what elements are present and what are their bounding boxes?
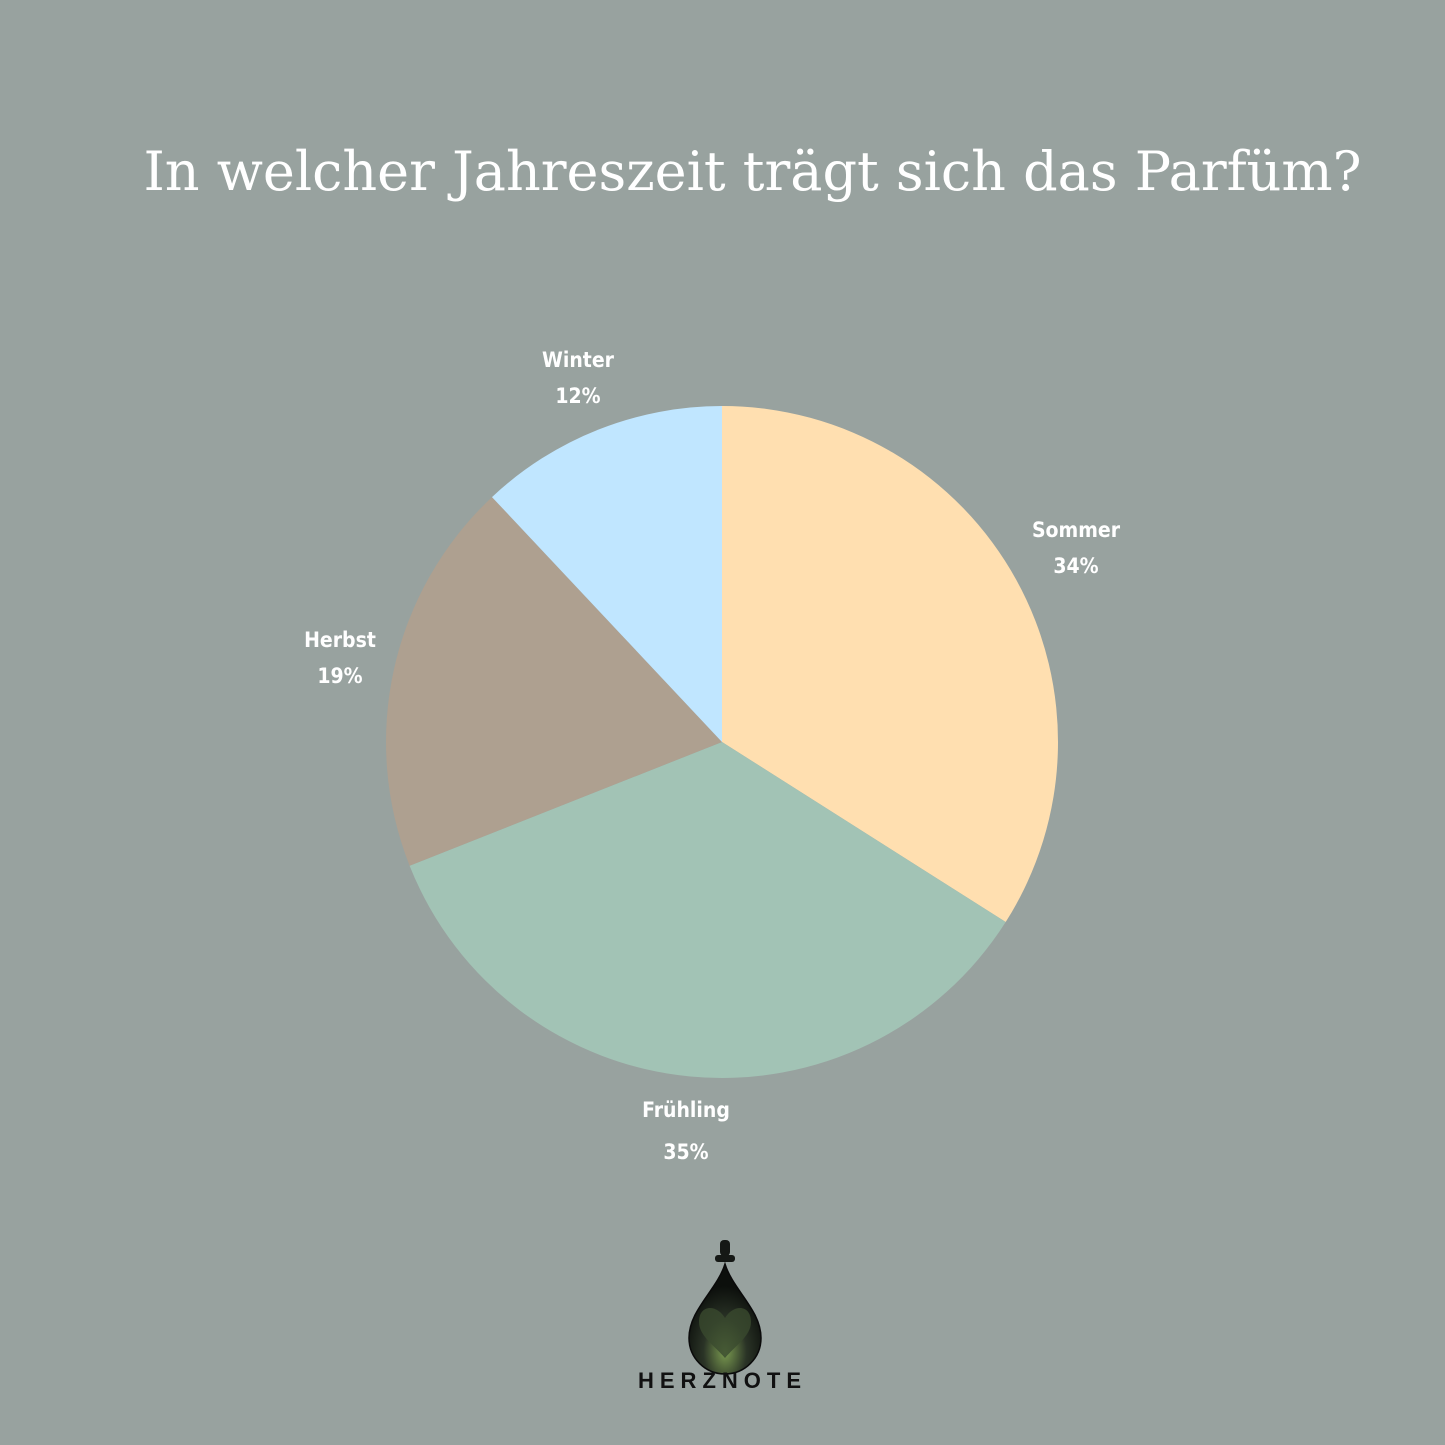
brand-name: HERZNOTE	[638, 1368, 807, 1393]
pie-slice-sommer	[722, 406, 1058, 923]
label-winter: Winter 12%	[542, 348, 614, 408]
label-sommer: Sommer 34%	[1031, 518, 1121, 578]
pie-slice-winter	[491, 406, 722, 742]
chart-title: In welcher Jahreszeit trägt sich das Par…	[143, 140, 1362, 203]
herznote-logo	[688, 1240, 762, 1375]
pie-slice-frühling	[409, 742, 1006, 1078]
label-fruehling: Frühling 35%	[642, 1098, 730, 1164]
pie-slice-herbst	[386, 497, 722, 866]
label-herbst: Herbst 19%	[304, 628, 376, 688]
